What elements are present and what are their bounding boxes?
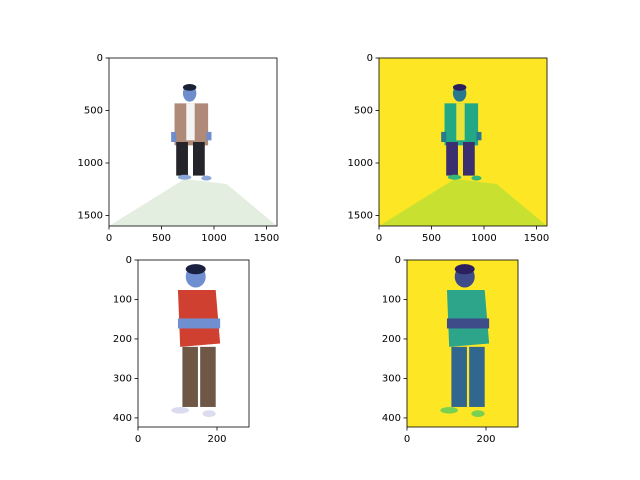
leg [469, 346, 485, 407]
x-tick-label: 0 [135, 434, 141, 445]
x-tick-label: 500 [422, 233, 441, 244]
x-tick-label: 1000 [471, 233, 496, 244]
x-tick-label: 200 [476, 434, 495, 445]
shadow [109, 178, 277, 226]
y-tick-label: 500 [84, 106, 103, 117]
image [138, 260, 249, 427]
x-tick-label: 0 [106, 233, 112, 244]
hand [441, 131, 447, 142]
shirt [456, 103, 465, 141]
y-tick-label: 0 [395, 255, 401, 266]
x-tick-label: 200 [207, 434, 226, 445]
hair [185, 264, 206, 275]
x-tick-label: 0 [376, 233, 382, 244]
y-tick-label: 1000 [348, 158, 373, 169]
image [407, 260, 518, 427]
y-tick-label: 0 [367, 53, 373, 64]
axes-frame [137, 259, 250, 428]
image [379, 58, 547, 226]
leg [182, 346, 198, 407]
arms [177, 318, 221, 329]
y-tick-label: 1500 [348, 211, 373, 222]
arms [446, 318, 490, 329]
shoe [171, 406, 190, 414]
hair [182, 84, 197, 91]
shoe [201, 175, 212, 181]
shoe [440, 406, 459, 414]
y-tick-label: 300 [113, 373, 132, 384]
shoe [447, 174, 462, 180]
shoe [202, 410, 216, 417]
y-tick-label: 0 [126, 255, 132, 266]
hand [171, 131, 177, 142]
y-tick-label: 300 [382, 373, 401, 384]
x-tick-label: 500 [152, 233, 171, 244]
leg [446, 142, 458, 176]
x-tick-label: 1000 [201, 233, 226, 244]
hair [452, 84, 467, 91]
shoe [177, 174, 192, 180]
hand [476, 131, 482, 141]
y-tick-label: 200 [113, 334, 132, 345]
hair [454, 264, 475, 275]
shoe [471, 410, 485, 417]
y-tick-label: 0 [97, 53, 103, 64]
y-tick-label: 1500 [78, 211, 103, 222]
y-tick-label: 400 [113, 413, 132, 424]
y-tick-label: 500 [354, 106, 373, 117]
y-tick-label: 100 [113, 294, 132, 305]
leg [463, 142, 475, 176]
axes-frame [108, 57, 278, 227]
leg [451, 346, 467, 407]
shadow [379, 178, 547, 226]
x-tick-label: 1500 [254, 233, 279, 244]
x-tick-label: 0 [404, 434, 410, 445]
shirt [186, 103, 195, 141]
shoe [471, 175, 482, 181]
x-tick-label: 1500 [524, 233, 549, 244]
leg [200, 346, 216, 407]
leg [193, 142, 205, 176]
image [109, 58, 277, 226]
hand [206, 131, 212, 141]
leg [176, 142, 188, 176]
y-tick-label: 1000 [78, 158, 103, 169]
y-tick-label: 200 [382, 334, 401, 345]
y-tick-label: 400 [382, 413, 401, 424]
y-tick-label: 100 [382, 294, 401, 305]
axes-frame [378, 57, 548, 227]
axes-frame [406, 259, 519, 428]
